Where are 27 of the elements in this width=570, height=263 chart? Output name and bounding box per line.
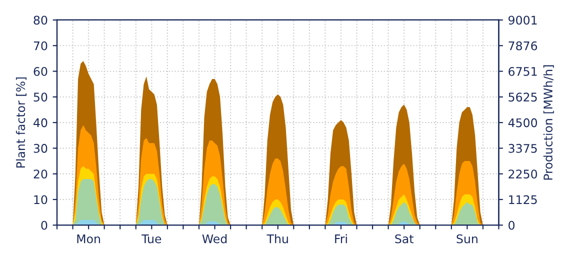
y2-axis-title: Production [MWh/h]	[543, 65, 554, 180]
y-tick-label: 30	[34, 144, 48, 153]
y-tick-label: 60	[34, 66, 48, 76]
y-tick-label: 20	[34, 170, 48, 178]
x-tick-label: Wed	[202, 234, 227, 244]
y2-tick-label: 3375	[508, 144, 537, 153]
x-tick-label: Thu	[266, 234, 288, 244]
y2-tick-label: 6751	[508, 66, 537, 76]
y2-tick-label: 0	[508, 220, 515, 230]
y-tick-label: 50	[34, 92, 48, 102]
y-tick-label: 0	[41, 220, 48, 230]
x-tick-label: Mon	[77, 234, 100, 244]
y-tick-label: 40	[34, 118, 48, 128]
y2-tick-label: 7876	[508, 41, 538, 50]
y2-tick-label: 9001	[508, 16, 537, 25]
x-tick-label: Tue	[142, 234, 162, 244]
y2-tick-label: 2250	[508, 170, 538, 178]
y-tick-label: 80	[34, 16, 48, 25]
y-tick-label: 70	[34, 41, 48, 50]
y-axis-title: Plant factor [%]	[16, 77, 26, 168]
y-tick-label: 10	[34, 195, 48, 204]
y2-tick-label: 4500	[508, 118, 538, 128]
y2-tick-label: 5625	[508, 92, 537, 102]
x-tick-label: Sat	[395, 234, 414, 244]
x-tick-label: Sun	[456, 234, 478, 244]
x-tick-label: Fri	[335, 234, 347, 244]
y2-tick-label: 1125	[509, 195, 537, 204]
